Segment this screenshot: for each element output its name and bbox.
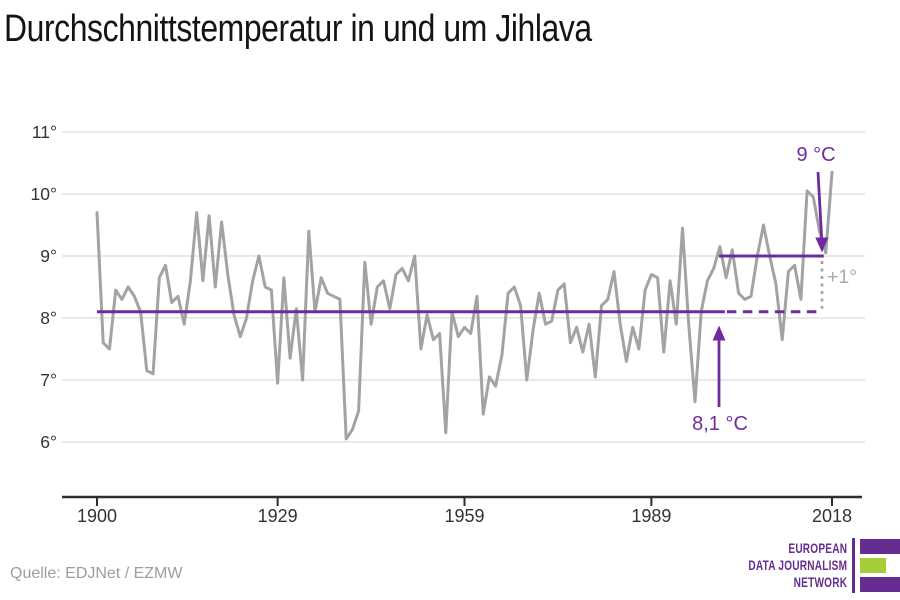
x-tick-label: 1900 [77,506,117,526]
logo-separator-bar [852,538,855,593]
x-tick-label: 1959 [444,506,484,526]
delta-label: +1° [827,266,857,288]
y-tick-label: 10° [31,184,57,204]
page-title: Durchschnittstemperatur in und um Jihlav… [4,8,592,50]
logo-text-line-3: NETWORK [793,574,847,590]
arrow-down-line [816,171,824,240]
logo-text-line-2: DATA JOURNALISM [748,557,847,573]
x-tick-label: 1989 [631,506,671,526]
late-avg-label: 9 °C [796,144,835,166]
y-tick-label: 6° [40,432,57,452]
arrow-down-head [815,237,829,253]
y-tick-label: 8° [40,308,57,328]
x-tick-label: 1929 [258,506,298,526]
logo-bars [860,539,900,592]
arrow-up-head [712,325,726,341]
logo-bar-middle [860,558,886,573]
x-tick-label: 2018 [812,506,852,526]
logo-text-line-1: EUROPEAN [788,540,847,556]
early-avg-label: 8,1 °C [692,413,748,435]
logo-bar-top [860,539,900,554]
y-tick-label: 7° [40,370,57,390]
y-tick-label: 11° [32,122,57,142]
temperature-line [95,170,834,441]
logo-text: EUROPEAN DATA JOURNALISM NETWORK [748,540,847,591]
source-note: Quelle: EDJNet / EZMW [10,565,183,582]
y-tick-label: 9° [40,246,57,266]
edjnet-logo: EUROPEAN DATA JOURNALISM NETWORK [710,538,900,593]
logo-bar-bottom [860,577,900,592]
